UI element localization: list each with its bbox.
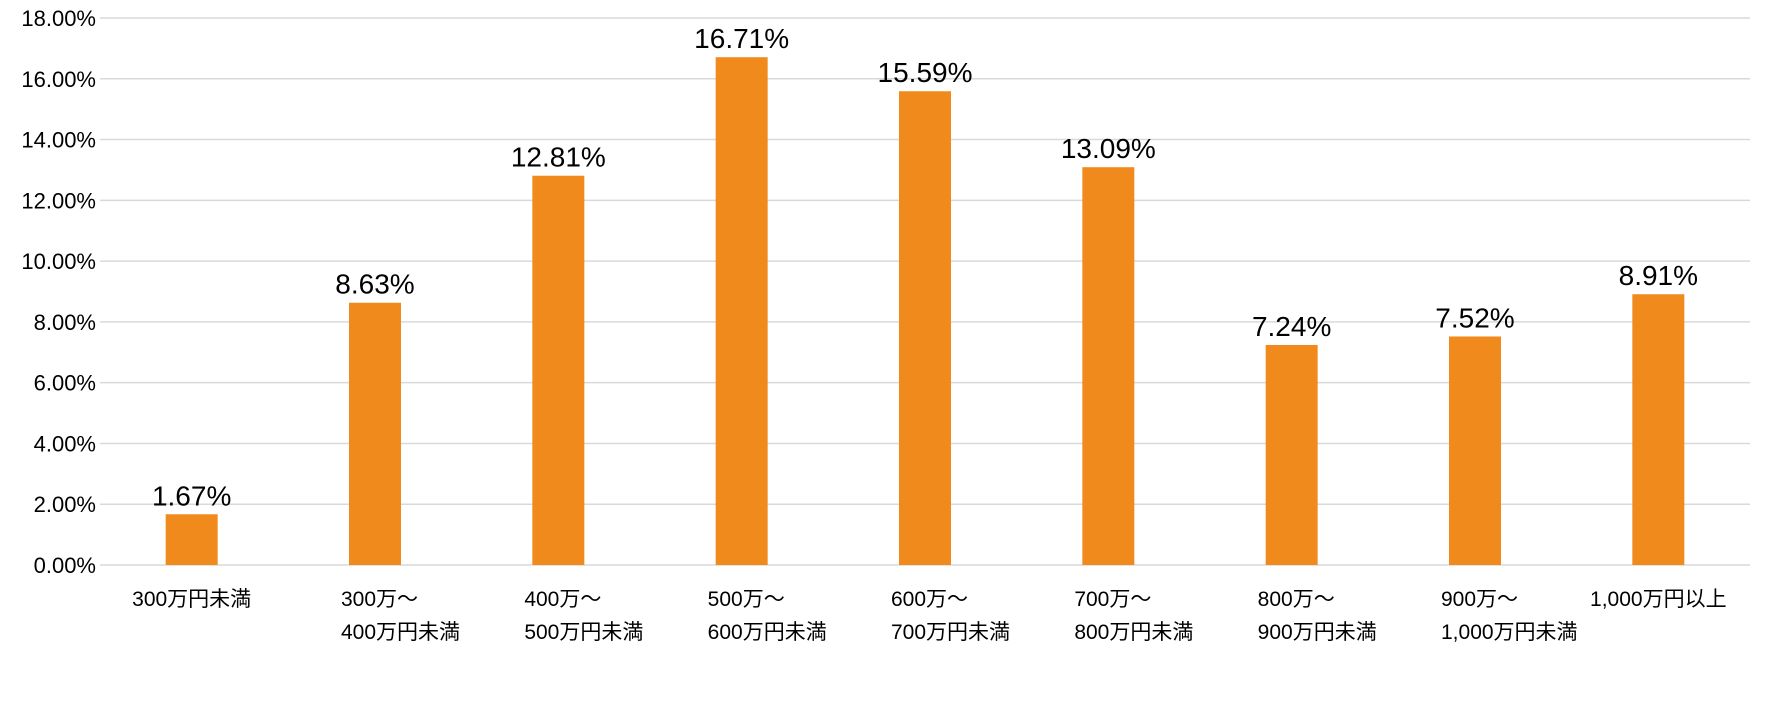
x-category-label-line: 300万円未満 <box>132 588 251 611</box>
x-category-label-line: 800万円未満 <box>1074 621 1193 644</box>
x-category-label-line: 600万円未満 <box>708 621 827 644</box>
data-labels: 1.67% 8.63% 12.81% 16.71% 15.59% 13.09% 7.24% 7… <box>152 23 1698 511</box>
bars <box>165 57 1685 566</box>
bar <box>1082 167 1135 565</box>
x-category-label-line: 900万円未満 <box>1258 621 1377 644</box>
x-category-label: 300万円未満 <box>132 588 251 611</box>
x-category-label-line: 500万円未満 <box>524 621 643 644</box>
y-tick-label: 6.00% <box>34 371 96 396</box>
x-category-label-line: 300万〜 <box>341 588 418 611</box>
data-label: 1.67% <box>152 480 231 511</box>
x-category-label-line: 500万〜 <box>708 588 785 611</box>
data-label: 15.59% <box>878 57 973 88</box>
x-category-label: 900万〜 1,000万円未満 <box>1441 588 1578 644</box>
bar <box>1265 344 1318 565</box>
y-tick-label: 14.00% <box>21 128 96 153</box>
y-tick-label: 16.00% <box>21 67 96 92</box>
data-label: 8.63% <box>335 269 414 300</box>
x-category-label-line: 1,000万円未満 <box>1441 621 1578 644</box>
bar <box>532 175 585 566</box>
bar <box>1632 294 1685 565</box>
x-category-label-line: 800万〜 <box>1258 588 1335 611</box>
y-axis-tick-labels: 0.00% 2.00% 4.00% 6.00% 8.00% 10.00% 12.00% 14.… <box>21 6 96 578</box>
x-category-label: 700万〜 800万円未満 <box>1074 588 1193 644</box>
data-label: 7.52% <box>1435 302 1514 333</box>
y-tick-label: 18.00% <box>21 6 96 31</box>
x-category-label-line: 400万〜 <box>524 588 601 611</box>
x-axis-category-labels: 300万円未満 300万〜 400万円未満 400万〜 500万円未満 500万〜 600万… <box>132 588 1726 644</box>
y-tick-label: 0.00% <box>34 553 96 578</box>
y-tick-label: 2.00% <box>34 492 96 517</box>
y-tick-label: 10.00% <box>21 249 96 274</box>
y-tick-label: 12.00% <box>21 188 96 213</box>
x-category-label: 500万〜 600万円未満 <box>708 588 827 644</box>
x-category-label: 800万〜 900万円未満 <box>1258 588 1377 644</box>
x-category-label: 300万〜 400万円未満 <box>341 588 460 644</box>
x-category-label: 400万〜 500万円未満 <box>524 588 643 644</box>
data-label: 12.81% <box>511 142 606 173</box>
x-category-label: 600万〜 700万円未満 <box>891 588 1010 644</box>
bar <box>349 302 401 565</box>
y-tick-label: 8.00% <box>34 310 96 335</box>
bar <box>1449 336 1501 565</box>
y-tick-label: 4.00% <box>34 431 96 456</box>
x-category-label-line: 700万円未満 <box>891 621 1010 644</box>
bar <box>715 57 768 566</box>
x-category-label-line: 600万〜 <box>891 588 968 611</box>
x-category-label-line: 700万〜 <box>1074 588 1151 611</box>
bar <box>165 514 218 565</box>
bar <box>899 91 951 566</box>
data-label: 13.09% <box>1061 133 1156 164</box>
x-category-label-line: 400万円未満 <box>341 621 460 644</box>
data-label: 7.24% <box>1252 311 1331 342</box>
x-category-label: 1,000万円以上 <box>1590 588 1727 611</box>
x-category-label-line: 1,000万円以上 <box>1590 588 1727 611</box>
data-label: 16.71% <box>694 23 789 54</box>
x-category-label-line: 900万〜 <box>1441 588 1518 611</box>
data-label: 8.91% <box>1619 260 1698 291</box>
